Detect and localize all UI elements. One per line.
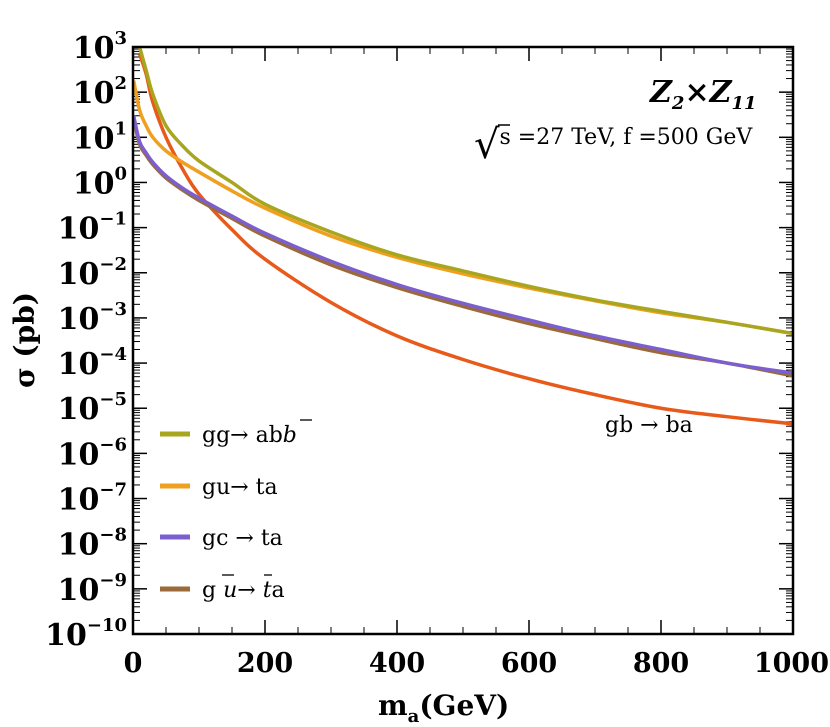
y-tick-label: 103 xyxy=(73,28,127,66)
plot-frame xyxy=(131,45,795,636)
inline-series-label: gb → ba xyxy=(605,413,693,438)
legend-label-gubar: g u→ ta xyxy=(202,578,285,603)
series-line xyxy=(133,118,793,378)
legend-label-gc: gc → ta xyxy=(202,526,283,551)
chart-title: Z2×Z11 xyxy=(649,75,757,114)
title-sub1: 2 xyxy=(671,93,685,114)
y-tick-labels: 103 102 101 100 10−1 10−2 10−3 10−4 10−5 10−6 10−7… xyxy=(45,28,127,653)
x-tick-label: 0 xyxy=(124,648,143,679)
title-base2: Z xyxy=(709,75,733,110)
title-sub2: 11 xyxy=(731,93,756,114)
y-tick-label: 10−4 xyxy=(58,344,127,382)
x-tick-label: 800 xyxy=(633,648,689,679)
series-layer xyxy=(133,47,793,426)
x-tick-label: 400 xyxy=(369,648,425,679)
sqrt-symbol: √ xyxy=(474,122,500,168)
legend-bbar: b xyxy=(283,423,297,448)
legend-label-gg: gg→ abb xyxy=(202,423,297,448)
series-line xyxy=(137,47,793,336)
y-tick-label: 10−1 xyxy=(58,209,127,247)
title-times: × xyxy=(684,75,709,110)
series-line xyxy=(137,53,793,426)
x-label-rest: (GeV) xyxy=(419,689,509,722)
y-tick-label: 10−6 xyxy=(58,434,127,472)
y-tick-label: 102 xyxy=(73,73,127,111)
y-tick-label: 10−3 xyxy=(58,299,127,337)
y-tick-label: 10−7 xyxy=(58,480,127,518)
x-tick-label: 600 xyxy=(501,648,557,679)
x-tick-label: 200 xyxy=(237,648,293,679)
y-tick-label: 100 xyxy=(73,163,127,201)
y-tick-label: 10−2 xyxy=(58,254,127,292)
series-line xyxy=(133,115,793,375)
x-axis-label: ma(GeV) xyxy=(378,689,509,727)
x-label-base: m xyxy=(378,689,408,722)
energy-text: s =27 TeV, f =500 GeV xyxy=(500,125,754,150)
y-tick-label: 10−9 xyxy=(58,570,127,608)
y-tick-label: 10−10 xyxy=(45,615,127,653)
y-tick-label: 101 xyxy=(73,118,127,156)
energy-annotation: √s =27 TeV, f =500 GeV xyxy=(474,122,753,168)
y-tick-label: 10−8 xyxy=(58,525,127,563)
title-base1: Z xyxy=(649,75,673,110)
legend-label-gu: gu→ ta xyxy=(202,475,278,500)
series-line xyxy=(133,80,793,336)
x-label-sub: a xyxy=(408,706,420,727)
x-tick-labels: 0 200 400 600 800 1000 xyxy=(124,648,829,679)
x-tick-label: 1000 xyxy=(754,648,829,679)
legend: gg→ abb gu→ ta gc → ta g u→ ta xyxy=(160,419,312,603)
y-axis-label: σ (pb) xyxy=(8,292,41,388)
y-tick-label: 10−5 xyxy=(58,389,127,427)
